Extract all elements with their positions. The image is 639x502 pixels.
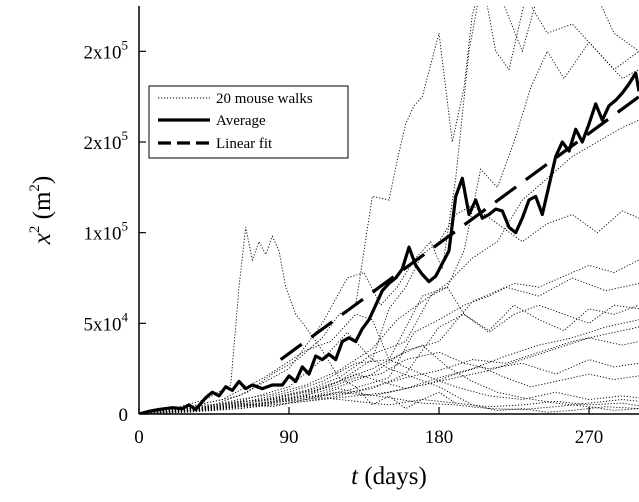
mouse-walk-line-3 xyxy=(139,6,639,414)
legend-label-walks: 20 mouse walks xyxy=(216,91,313,107)
y-axis-unit-open: (m xyxy=(29,191,56,226)
average-layer xyxy=(139,71,639,414)
y-tick-label-2: 1x105 xyxy=(84,219,129,245)
mouse-walk-line-12 xyxy=(139,344,639,414)
mouse-walk-line-20 xyxy=(139,397,639,414)
y-tick-label-3: 2x105 xyxy=(84,128,129,154)
mouse-walk-line-19 xyxy=(139,119,639,414)
legend-label-linear-fit: Linear fit xyxy=(216,136,273,152)
legend-box xyxy=(148,85,349,159)
mouse-walk-line-1 xyxy=(139,227,456,414)
mouse-walk-line-7 xyxy=(139,313,639,414)
mouse-walk-line-8 xyxy=(139,304,639,414)
mouse-walk-line-11 xyxy=(139,259,639,414)
y-axis-title: x2 (m2) xyxy=(27,176,56,245)
x-axis-variable: t xyxy=(351,463,359,490)
x-axis-unit: (days) xyxy=(358,463,427,490)
x-tick-label-0: 0 xyxy=(134,427,144,448)
mouse-walk-line-9 xyxy=(139,331,639,414)
mouse-walk-line-15 xyxy=(139,326,639,414)
plot-area-background xyxy=(139,6,639,414)
x-tick-label-2: 180 xyxy=(425,427,454,448)
y-axis-unit-close: ) xyxy=(29,176,56,184)
x-axis-title: t (days) xyxy=(351,463,427,490)
average-line xyxy=(139,71,639,414)
mouse-walk-line-2 xyxy=(139,6,639,414)
mouse-walk-line-18 xyxy=(139,337,639,414)
x-tick-label-3: 270 xyxy=(575,427,604,448)
legend-label-average: Average xyxy=(216,113,266,129)
x-tick-label-1: 90 xyxy=(280,427,299,448)
y-axis-unit-exp: 2 xyxy=(27,184,43,192)
y-tick-label-0: 0 xyxy=(119,405,129,426)
ticks-layer: 0 90 180 270 0 5x104 1x105 2x105 2x105 xyxy=(84,37,604,448)
mouse-walk-line-10 xyxy=(139,319,639,414)
y-axis-variable: x xyxy=(29,233,56,245)
legend: 20 mouse walks Average Linear fit xyxy=(148,85,349,159)
y-axis-variable-exp: 2 xyxy=(27,226,43,234)
y-tick-label-1: 5x104 xyxy=(84,309,129,335)
y-tick-label-4: 2x105 xyxy=(84,37,129,63)
